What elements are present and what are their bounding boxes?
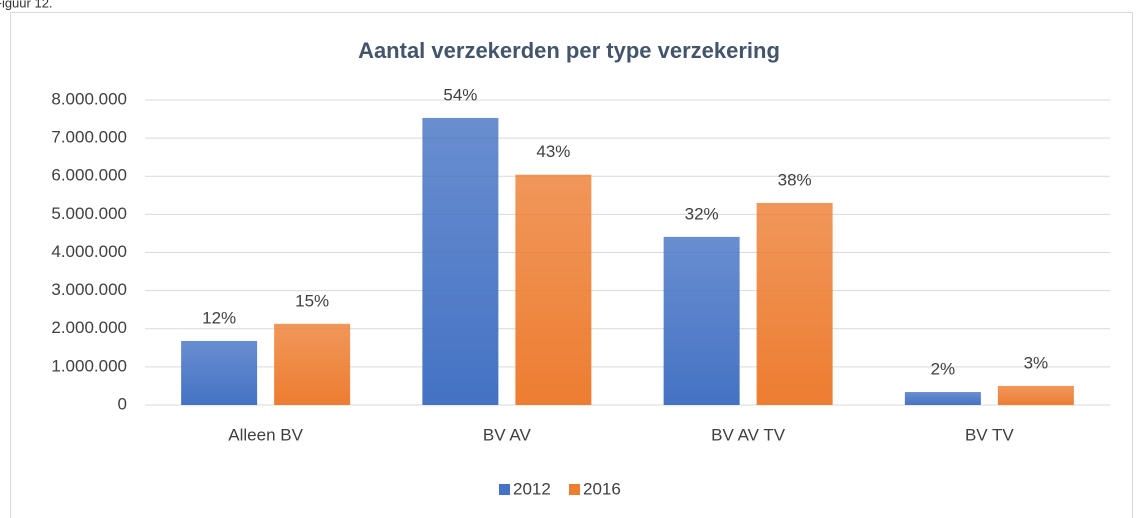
x-tick-label: BV TV xyxy=(965,425,1014,444)
data-label: 3% xyxy=(1024,353,1049,372)
bar xyxy=(181,340,258,405)
y-tick-label: 3.000.000 xyxy=(51,280,127,299)
data-label: 15% xyxy=(295,291,329,310)
legend-label: 2016 xyxy=(583,479,621,498)
x-tick-label: Alleen BV xyxy=(228,425,303,444)
data-label: 32% xyxy=(685,204,719,223)
caption: Figuur 12. xyxy=(0,0,53,10)
chart-title: Aantal verzekerden per type verzekering xyxy=(358,38,780,63)
y-tick-label: 6.000.000 xyxy=(51,166,127,185)
y-tick-label: 7.000.000 xyxy=(51,128,127,147)
x-tick-label: BV AV TV xyxy=(711,425,786,444)
y-tick-label: 8.000.000 xyxy=(51,89,127,108)
y-tick-label: 4.000.000 xyxy=(51,242,127,261)
data-label: 38% xyxy=(778,170,812,189)
legend-swatch xyxy=(499,484,510,495)
bar xyxy=(756,202,833,405)
y-tick-label: 5.000.000 xyxy=(51,204,127,223)
bar xyxy=(663,236,740,405)
y-tick-label: 0 xyxy=(118,394,127,413)
x-tick-label: BV AV xyxy=(483,425,532,444)
bar xyxy=(422,117,499,405)
data-label: 43% xyxy=(536,142,570,161)
bar xyxy=(274,323,351,405)
y-tick-label: 2.000.000 xyxy=(51,318,127,337)
legend-label: 2012 xyxy=(513,479,551,498)
data-label: 2% xyxy=(931,360,956,379)
bar xyxy=(515,174,592,405)
data-label: 12% xyxy=(202,308,236,327)
y-tick-label: 1.000.000 xyxy=(51,356,127,375)
legend-swatch xyxy=(569,484,580,495)
data-label: 54% xyxy=(443,85,477,104)
bar xyxy=(997,385,1074,405)
bar xyxy=(904,392,981,405)
